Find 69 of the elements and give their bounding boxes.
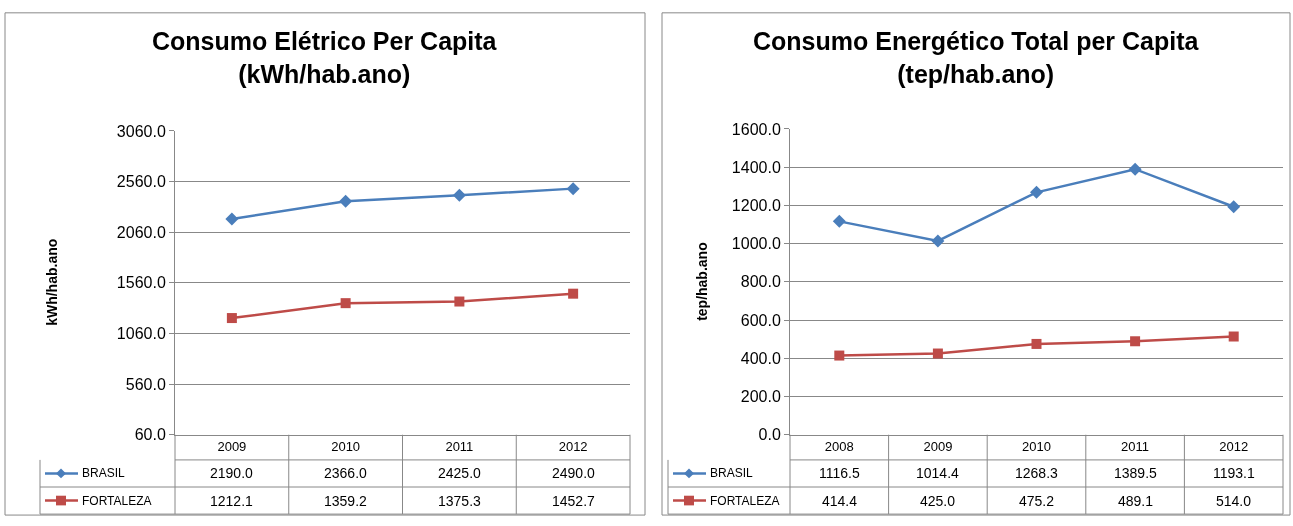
y-tick-label: 200.0: [740, 388, 781, 406]
y-tick-label: 2560.0: [116, 173, 166, 191]
data-label: 1014.4: [916, 465, 960, 481]
x-tick-label: 2009: [217, 439, 247, 455]
point: [834, 350, 845, 361]
point: [452, 188, 466, 202]
point: [1031, 338, 1042, 349]
legend-label: FORTALEZA: [82, 494, 152, 508]
y-tick-label: 1200.0: [731, 197, 781, 215]
data-label: 2366.0: [324, 465, 368, 481]
y-tick-label: 400.0: [740, 349, 781, 367]
point: [932, 348, 943, 359]
point: [1128, 162, 1142, 176]
data-label: 1116.5: [819, 465, 860, 481]
x-tick-label: 2011: [445, 439, 474, 455]
point: [339, 194, 353, 208]
legend-label: BRASIL: [82, 466, 126, 480]
y-tick-label: 1560.0: [116, 274, 166, 292]
chart-title: Consumo Elétrico Per Capita (kWh/hab.ano): [152, 27, 498, 88]
y-axis-title: kWh/hab.ano: [44, 238, 61, 326]
point: [931, 234, 945, 248]
data-label: 1268.3: [1015, 465, 1059, 481]
data-label: 2190.0: [210, 465, 254, 481]
point: [1228, 331, 1239, 342]
data-label: 514.0: [1216, 493, 1252, 509]
data-label: 1389.5: [1114, 465, 1158, 481]
data-label: 1452.7: [552, 493, 596, 509]
data-label: 1375.3: [438, 493, 482, 509]
x-tick-label: 2010: [1022, 439, 1051, 455]
point: [832, 214, 846, 228]
y-tick-label: 3060.0: [116, 122, 166, 140]
point: [454, 296, 465, 307]
data-label: 1359.2: [324, 493, 368, 509]
chart-title: Consumo Energético Total per Capita (tep/hab.ano): [753, 27, 1200, 88]
data-label: 414.4: [822, 493, 858, 509]
point: [568, 288, 579, 299]
y-tick-label: 560.0: [125, 375, 166, 393]
data-label: 2490.0: [552, 465, 596, 481]
point: [225, 212, 239, 226]
y-tick-label: 1000.0: [731, 235, 781, 253]
point: [1227, 200, 1241, 214]
y-tick-label: 1600.0: [731, 120, 781, 138]
legend-label: FORTALEZA: [710, 494, 780, 508]
data-label: 489.1: [1118, 493, 1154, 509]
data-label: 1212.1: [210, 493, 254, 509]
point: [566, 182, 580, 196]
data-label: 2425.0: [438, 465, 482, 481]
y-tick-label: 800.0: [740, 273, 781, 291]
x-tick-label: 2008: [824, 439, 854, 455]
point: [340, 298, 351, 309]
y-tick-label: 1060.0: [116, 325, 166, 343]
point: [1030, 185, 1043, 199]
x-tick-label: 2012: [558, 439, 588, 455]
x-tick-label: 2010: [331, 439, 361, 455]
x-tick-label: 2012: [1219, 439, 1249, 455]
y-tick-label: 1400.0: [731, 158, 781, 176]
y-axis-title: tep/hab.ano: [694, 242, 711, 321]
x-tick-label: 2009: [923, 439, 953, 455]
point: [226, 313, 237, 324]
point: [1130, 336, 1141, 347]
x-tick-label: 2011: [1121, 439, 1150, 455]
legend-label: BRASIL: [710, 466, 754, 480]
y-tick-label: 600.0: [740, 311, 781, 329]
data-label: 425.0: [920, 493, 956, 509]
y-tick-label: 0.0: [758, 426, 781, 444]
y-tick-label: 60.0: [134, 426, 166, 444]
data-label: 475.2: [1019, 493, 1055, 509]
y-tick-label: 2060.0: [116, 223, 166, 241]
data-label: 1193.1: [1213, 465, 1255, 481]
